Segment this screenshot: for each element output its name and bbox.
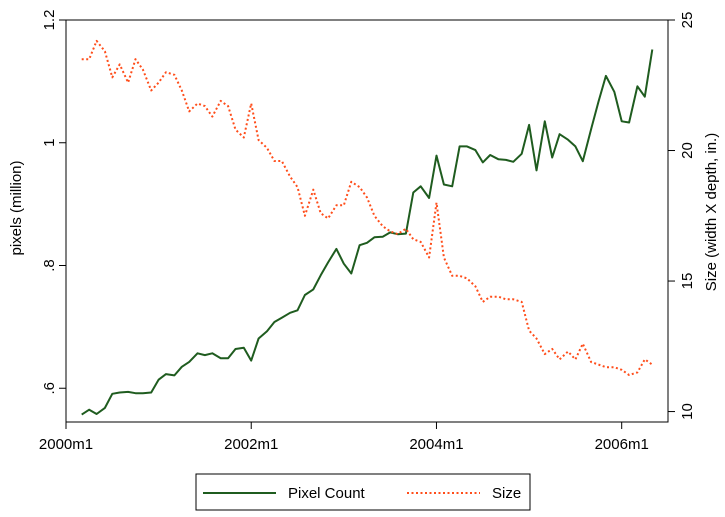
left-axis-title: pixels (million) — [8, 160, 25, 255]
right-y-tick-label: 20 — [679, 142, 696, 159]
left-y-tick-label: 1 — [41, 139, 58, 147]
series-layer — [81, 39, 654, 416]
left-y-tick-label: .6 — [41, 382, 58, 395]
x-tick-label: 2000m1 — [39, 436, 93, 453]
series-line-size — [81, 39, 653, 376]
x-tick-label: 2002m1 — [224, 436, 278, 453]
left-y-tick-label: .8 — [41, 259, 58, 272]
left-y-axis: .6 .8 1 1.2 — [41, 10, 66, 395]
legend-label-size: Size — [492, 485, 521, 502]
x-tick-label: 2006m1 — [595, 436, 649, 453]
legend-label-pixel-count: Pixel Count — [288, 485, 366, 502]
right-y-tick-label: 10 — [679, 403, 696, 420]
legend: Pixel Count Size — [195, 473, 531, 511]
left-y-tick-label: 1.2 — [41, 10, 58, 31]
x-tick-label: 2004m1 — [409, 436, 463, 453]
series-line-pixel-count — [81, 49, 654, 416]
plot-frame — [65, 19, 669, 423]
right-y-tick-label: 25 — [679, 12, 696, 29]
right-axis-title: Size (width X depth, in.) — [703, 133, 720, 291]
right-y-tick-label: 15 — [679, 273, 696, 290]
right-y-axis: 10 15 20 25 — [668, 12, 696, 420]
x-axis: 2000m1 2002m1 2004m1 2006m1 — [39, 422, 649, 453]
